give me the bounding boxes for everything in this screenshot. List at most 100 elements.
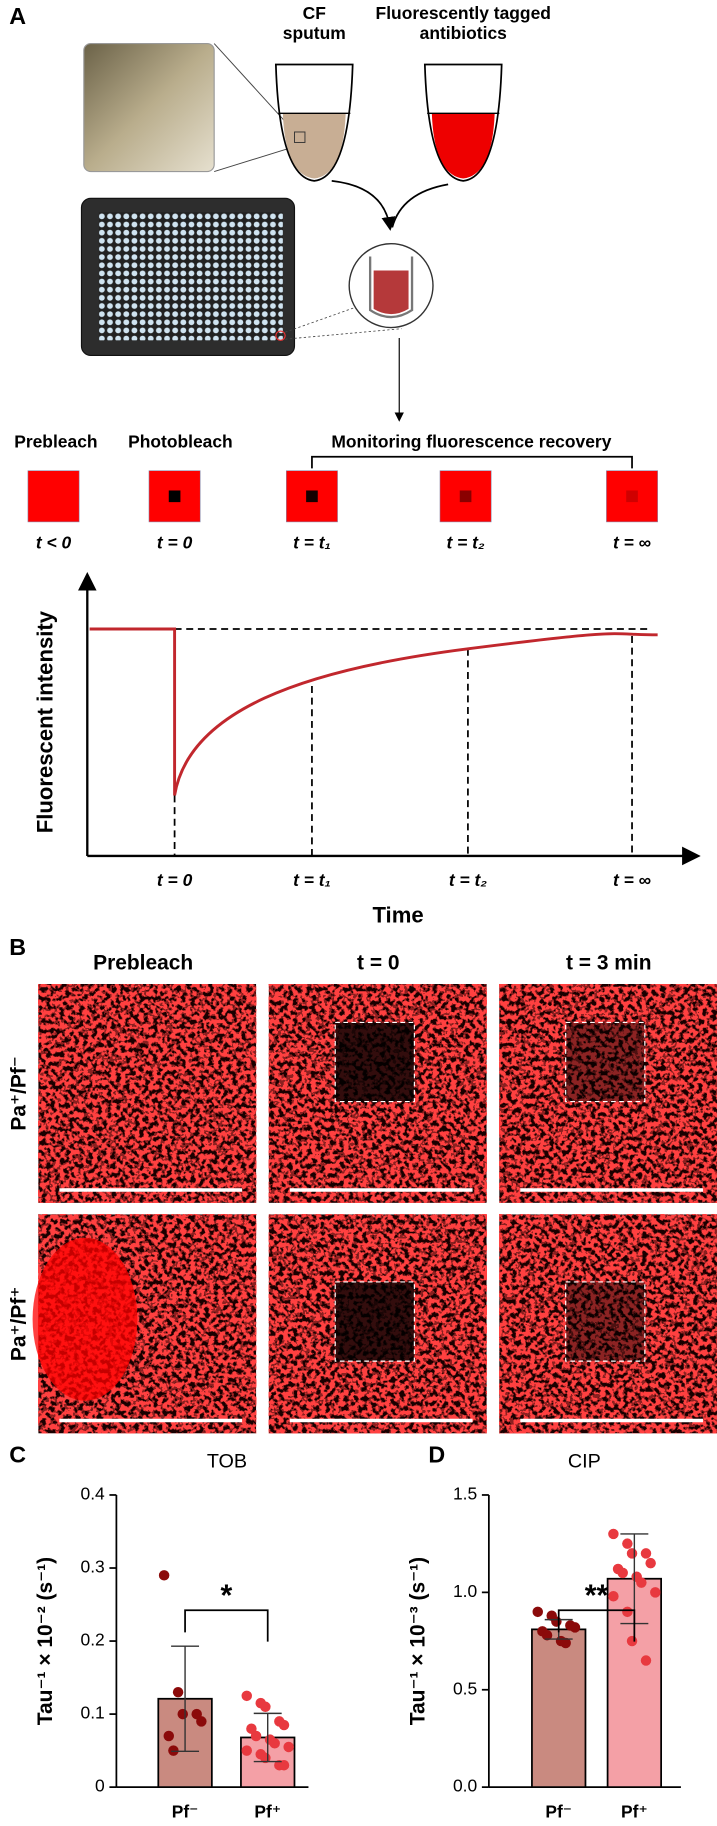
y-axis-label: Tau⁻¹ × 10⁻³ (s⁻¹) <box>407 1557 430 1725</box>
bleach-spot <box>626 490 638 503</box>
y-tick-label: 0.2 <box>81 1630 105 1650</box>
bar <box>531 1628 587 1789</box>
cup <box>274 63 354 182</box>
data-point <box>163 1730 175 1742</box>
label: Fluorescently tagged <box>376 3 551 23</box>
y-axis-label: Fluorescent intensity <box>32 610 57 833</box>
column-label: t = 0 <box>357 952 399 975</box>
zoom-line <box>285 305 361 333</box>
panel-label: B <box>9 934 26 960</box>
data-point <box>241 1690 252 1702</box>
x-tick-label: t = 0 <box>157 870 193 890</box>
arrow <box>391 183 449 228</box>
bleach-spot <box>168 490 181 503</box>
data-point <box>626 1635 638 1647</box>
data-point <box>177 1708 188 1720</box>
data-point <box>622 1606 633 1618</box>
data-point <box>250 1730 262 1742</box>
data-point <box>172 1686 184 1698</box>
x-tick-label: t = t₂ <box>449 870 487 890</box>
time-label: t < 0 <box>36 533 72 553</box>
data-point <box>532 1606 543 1618</box>
data-point <box>241 1745 252 1756</box>
micrograph <box>38 984 257 1203</box>
bleached-area <box>335 1281 415 1362</box>
significance-bracket <box>184 1609 269 1642</box>
bleached-area <box>565 1022 645 1102</box>
x-axis-label: Time <box>372 902 423 927</box>
data-point <box>158 1570 170 1581</box>
data-point <box>626 1548 638 1559</box>
panel-label: D <box>428 1442 445 1468</box>
zoom-line <box>214 145 297 173</box>
data-point <box>636 1577 647 1588</box>
micrographs <box>32 984 717 1434</box>
well-liquid <box>373 270 409 315</box>
bleach-spot <box>306 490 318 503</box>
chart-title: CIP <box>568 1451 601 1473</box>
column-label: t = 3 min <box>566 952 652 975</box>
panel-label: C <box>9 1442 26 1468</box>
time-label: t = t₁ <box>293 533 331 553</box>
data-point <box>640 1548 652 1559</box>
y-tick-label: 0.1 <box>81 1703 105 1723</box>
data-point <box>608 1591 619 1602</box>
micrograph <box>499 1214 717 1434</box>
y-tick-label: 1.5 <box>453 1484 477 1504</box>
data-point <box>269 1738 280 1749</box>
data-point <box>640 1655 652 1666</box>
cup-fill <box>431 113 495 179</box>
significance-bracket <box>557 1609 636 1642</box>
column-label: Prebleach <box>93 952 193 975</box>
data-point <box>645 1557 656 1569</box>
stage-label: Monitoring fluorescence recovery <box>331 431 611 451</box>
bleach-roi <box>334 1281 415 1362</box>
error-bar <box>253 1712 282 1763</box>
x-tick-label: Pf⁻ <box>545 1801 572 1821</box>
micrograph <box>499 984 717 1203</box>
bleach-squares <box>27 470 658 523</box>
x-tick-label: t = ∞ <box>613 870 651 890</box>
panel-label: A <box>9 3 26 29</box>
label: CF <box>303 3 327 23</box>
zoom-line <box>213 43 298 135</box>
data-point <box>569 1622 581 1633</box>
y-tick-label: 0.0 <box>453 1776 478 1796</box>
data-point <box>196 1716 207 1727</box>
data-point <box>260 1701 271 1713</box>
zoom-box <box>294 131 306 143</box>
y-tick-label: 0.3 <box>81 1557 105 1577</box>
y-tick-label: 1.0 <box>453 1581 478 1601</box>
y-tick-label: 0.5 <box>453 1678 477 1698</box>
sputum-photo <box>83 42 215 173</box>
label: sputum <box>283 23 346 43</box>
data-point <box>278 1719 290 1731</box>
stage-label: Photobleach <box>128 431 233 451</box>
chart-title: TOB <box>207 1451 247 1473</box>
time-label: t = 0 <box>157 533 193 553</box>
y-tick-label: 0 <box>95 1776 105 1796</box>
row-label: Pa⁺/Pf⁻ <box>7 1056 30 1130</box>
time-label: t = ∞ <box>613 533 651 553</box>
well-highlight <box>275 330 286 341</box>
tube <box>368 256 414 319</box>
roi <box>27 470 80 523</box>
data-point <box>622 1538 633 1549</box>
bleached-area <box>335 1022 415 1102</box>
error-bar <box>171 1645 200 1753</box>
cup-fill <box>282 113 346 179</box>
bracket <box>311 455 633 469</box>
data-point <box>278 1759 290 1771</box>
data-point <box>608 1528 619 1540</box>
cup <box>423 63 503 182</box>
data-point <box>541 1629 553 1641</box>
x-tick-label: Pf⁺ <box>621 1801 648 1821</box>
y-tick-label: 0.4 <box>81 1484 106 1504</box>
stage-label: Prebleach <box>14 431 97 451</box>
significance: ** <box>585 1579 609 1612</box>
data-point <box>283 1741 294 1753</box>
significance: * <box>220 1579 232 1612</box>
dense-region <box>32 1237 138 1401</box>
zoom-line <box>285 328 402 340</box>
